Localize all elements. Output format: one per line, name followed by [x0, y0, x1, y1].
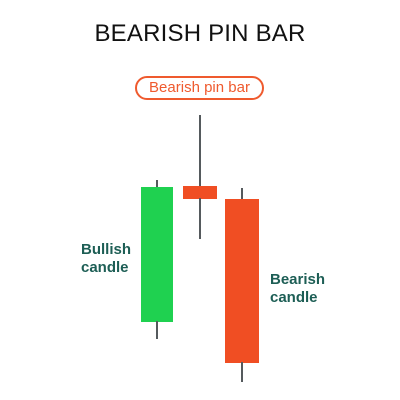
bullish-candle-body: [141, 187, 173, 322]
pin-bar-body: [183, 186, 217, 199]
bullish-label-line1: Bullish: [81, 241, 132, 258]
bullish-candle-label: Bullish candle: [81, 241, 131, 277]
pin-bar-lower-wick: [199, 198, 201, 239]
bearish-candle-lower-wick: [241, 362, 243, 382]
pin-bar-upper-wick: [199, 115, 201, 187]
diagram-title: BEARISH PIN BAR: [94, 20, 306, 47]
bullish-label-line2: candle: [81, 259, 129, 276]
bullish-candle-upper-wick: [156, 180, 158, 188]
bearish-pin-bar-callout: Bearish pin bar: [135, 76, 264, 100]
bearish-candle-body: [225, 199, 259, 363]
bearish-label-line1: Bearish: [270, 271, 326, 288]
bearish-candle-label: Bearish candle: [270, 271, 325, 307]
bearish-label-line2: candle: [270, 289, 318, 306]
bullish-candle-lower-wick: [156, 321, 158, 339]
bearish-candle-upper-wick: [241, 188, 243, 200]
